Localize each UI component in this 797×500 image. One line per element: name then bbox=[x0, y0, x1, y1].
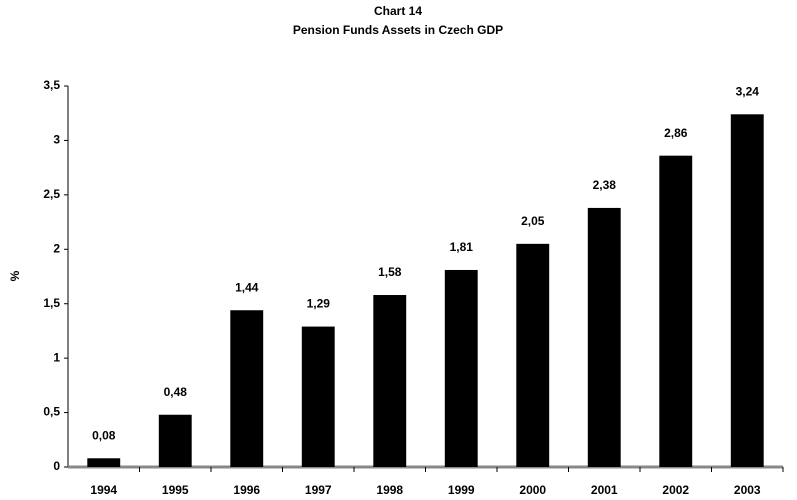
x-tick-label: 1999 bbox=[448, 483, 475, 497]
data-label: 0,48 bbox=[164, 385, 188, 399]
x-tick-label: 2000 bbox=[519, 483, 546, 497]
data-label: 1,81 bbox=[450, 240, 474, 254]
bar bbox=[373, 295, 407, 467]
data-label: 2,38 bbox=[593, 178, 617, 192]
bar bbox=[158, 414, 192, 467]
data-label: 2,05 bbox=[521, 214, 545, 228]
bar bbox=[516, 243, 550, 467]
x-tick-label: 1997 bbox=[305, 483, 332, 497]
data-label: 1,44 bbox=[235, 280, 259, 294]
y-tick-label: 3 bbox=[53, 133, 60, 147]
bar bbox=[659, 155, 693, 467]
y-tick-label: 2 bbox=[53, 241, 60, 255]
y-tick-label: 3,5 bbox=[43, 78, 60, 92]
y-tick-label: 0,5 bbox=[43, 405, 60, 419]
x-tick-label: 2002 bbox=[662, 483, 689, 497]
bar bbox=[587, 207, 621, 468]
bar bbox=[230, 310, 264, 467]
y-axis-label: % bbox=[8, 270, 22, 281]
x-tick-label: 1996 bbox=[233, 483, 260, 497]
data-label: 2,86 bbox=[664, 126, 688, 140]
x-tick-label: 2001 bbox=[591, 483, 618, 497]
data-label: 3,24 bbox=[736, 84, 760, 98]
data-label: 0,08 bbox=[92, 428, 116, 442]
bar bbox=[444, 269, 478, 467]
y-tick-label: 0 bbox=[53, 459, 60, 473]
chart-subtitle: Pension Funds Assets in Czech GDP bbox=[293, 23, 503, 37]
x-tick-label: 2003 bbox=[734, 483, 761, 497]
x-tick-label: 1998 bbox=[376, 483, 403, 497]
data-label: 1,58 bbox=[378, 265, 402, 279]
y-tick-label: 1,5 bbox=[43, 296, 60, 310]
x-tick-label: 1995 bbox=[162, 483, 189, 497]
chart-title: Chart 14 bbox=[374, 4, 422, 18]
y-tick-label: 1 bbox=[53, 350, 60, 364]
bar bbox=[87, 458, 121, 467]
y-tick-label: 2,5 bbox=[43, 187, 60, 201]
data-label: 1,29 bbox=[307, 297, 331, 311]
bar bbox=[301, 326, 335, 467]
x-tick-label: 1994 bbox=[90, 483, 117, 497]
bar bbox=[730, 114, 764, 467]
